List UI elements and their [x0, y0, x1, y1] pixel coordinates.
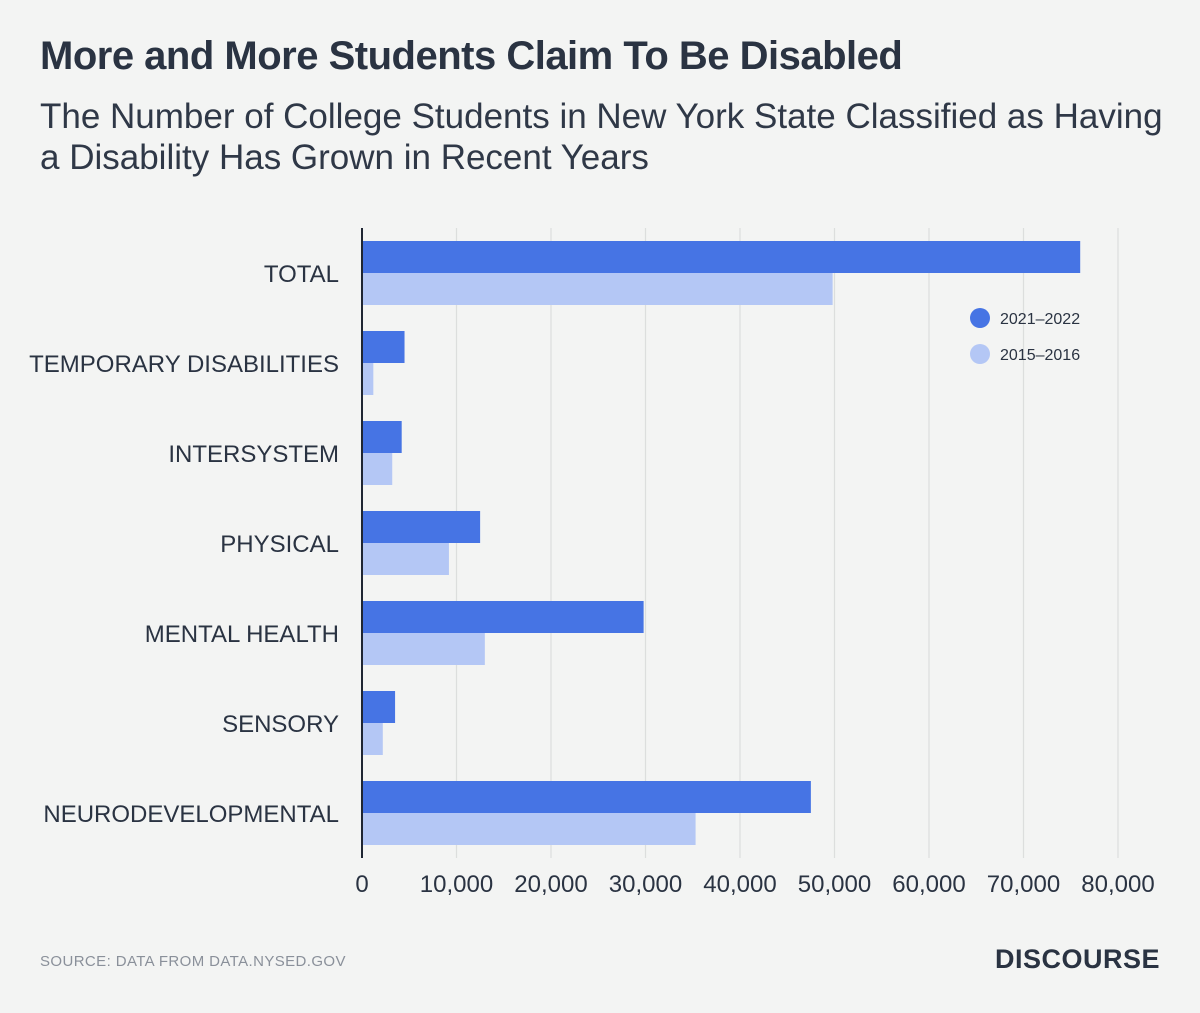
- brand-logo: DISCOURSE: [994, 944, 1160, 974]
- chart-title: More and More Students Claim To Be Disab…: [40, 34, 903, 78]
- x-tick-label: 50,000: [798, 871, 871, 898]
- bar: [362, 723, 383, 755]
- bar: [362, 601, 644, 633]
- legend-marker: [970, 308, 990, 328]
- bar: [362, 511, 481, 543]
- category-label: PHYSICAL: [220, 531, 339, 558]
- chart-subtitle: The Number of College Students in New Yo…: [40, 97, 1163, 177]
- category-label: NEURODEVELOPMENTAL: [43, 801, 339, 828]
- bar: [362, 633, 485, 665]
- category-label: SENSORY: [222, 711, 339, 738]
- bar: [362, 421, 402, 453]
- x-tick-label: 80,000: [1081, 871, 1154, 898]
- x-tick-label: 10,000: [420, 871, 493, 898]
- bar: [362, 543, 449, 575]
- bar: [362, 453, 393, 485]
- bar: [362, 331, 405, 363]
- bar: [362, 273, 833, 305]
- x-tick-label: 20,000: [514, 871, 587, 898]
- category-label: TEMPORARY DISABILITIES: [29, 351, 339, 378]
- bar: [362, 813, 696, 845]
- category-label: MENTAL HEALTH: [145, 621, 339, 648]
- category-label: TOTAL: [264, 261, 339, 288]
- x-tick-label: 70,000: [987, 871, 1060, 898]
- bar: [362, 781, 811, 813]
- legend-label: 2021–2022: [1000, 311, 1080, 328]
- category-label: INTERSYSTEM: [168, 441, 339, 468]
- legend-marker: [970, 344, 990, 364]
- x-tick-label: 30,000: [609, 871, 682, 898]
- legend-label: 2015–2016: [1000, 347, 1080, 364]
- x-tick-label: 40,000: [703, 871, 776, 898]
- bar: [362, 363, 374, 395]
- x-tick-label: 60,000: [892, 871, 965, 898]
- source-note: SOURCE: DATA FROM DATA.NYSED.GOV: [40, 953, 346, 970]
- x-tick-label: 0: [355, 871, 368, 898]
- bar: [362, 691, 396, 723]
- bar: [362, 241, 1081, 273]
